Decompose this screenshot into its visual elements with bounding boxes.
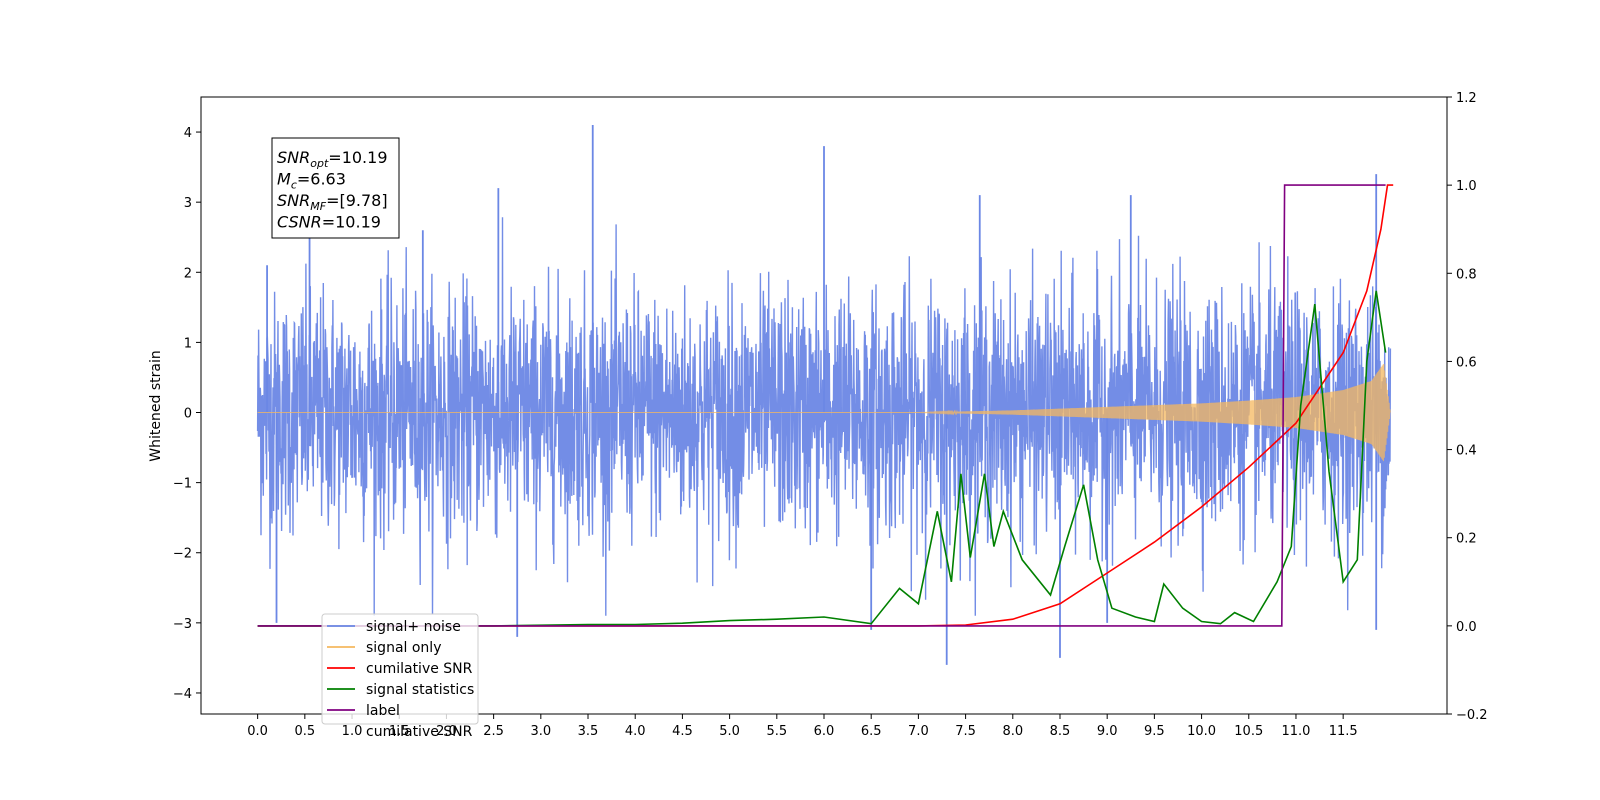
series-signal-statistics-line bbox=[257, 290, 1387, 627]
info-line: SNRMF=[9.78] bbox=[277, 191, 388, 213]
x-tick-label: 4.5 bbox=[672, 724, 693, 739]
x-tick-label: 0.5 bbox=[294, 724, 315, 739]
y-right-tick-label: −0.2 bbox=[1456, 708, 1488, 723]
info-line: SNRopt=10.19 bbox=[277, 148, 388, 170]
x-axis: 0.0 0.5 1.0 1.5 2.0 2.5 3.0 3.5 4.0 4.5 5.0 5.5 6.0 6… bbox=[247, 714, 1358, 739]
y-right-tick-label: 0.6 bbox=[1456, 355, 1477, 370]
y-right-tick-label: 0.2 bbox=[1456, 532, 1477, 547]
x-tick-label: 3.5 bbox=[578, 724, 599, 739]
y-left-tick-label: 1 bbox=[184, 336, 192, 351]
y-axis-left: −4 −3 −2 −1 0 1 2 3 4 bbox=[173, 126, 201, 702]
x-tick-label: 3.0 bbox=[530, 724, 551, 739]
y-right-tick-label: 1.0 bbox=[1456, 179, 1477, 194]
legend-label: label bbox=[366, 703, 400, 719]
y-left-tick-label: 0 bbox=[184, 407, 192, 422]
x-tick-label: 10.0 bbox=[1187, 724, 1216, 739]
x-tick-label: 4.0 bbox=[625, 724, 646, 739]
x-tick-label: 8.5 bbox=[1050, 724, 1071, 739]
y-right-tick-label: 0.0 bbox=[1456, 620, 1477, 635]
series-signal-only-line bbox=[257, 363, 1391, 462]
legend-label: cumilative SNR bbox=[366, 661, 473, 677]
x-tick-label: 9.0 bbox=[1097, 724, 1118, 739]
x-tick-label: 1.0 bbox=[342, 724, 363, 739]
info-line: CSNR=10.19 bbox=[277, 213, 381, 232]
x-tick-label: 5.0 bbox=[719, 724, 740, 739]
x-tick-label: 6.0 bbox=[814, 724, 835, 739]
y-axis-left-label: Whitened strain bbox=[148, 350, 164, 461]
y-left-tick-label: −3 bbox=[173, 617, 192, 632]
y-axis-right: −0.2 0.0 0.2 0.4 0.6 0.8 1.0 1.2 bbox=[1447, 91, 1488, 723]
x-tick-label: 0.0 bbox=[247, 724, 268, 739]
x-tick-label: 6.5 bbox=[861, 724, 882, 739]
series-label-line bbox=[257, 184, 1386, 627]
y-left-tick-label: −2 bbox=[173, 547, 192, 562]
x-tick-label: 2.5 bbox=[483, 724, 504, 739]
series-cumulative-snr-line bbox=[257, 184, 1394, 627]
y-right-tick-label: 1.2 bbox=[1456, 91, 1477, 106]
info-line: Mc=6.63 bbox=[277, 170, 346, 192]
x-tick-label: 10.5 bbox=[1234, 724, 1263, 739]
x-tick-label: 8.0 bbox=[1002, 724, 1023, 739]
info-box-frame bbox=[271, 137, 400, 239]
y-left-tick-label: −1 bbox=[173, 477, 192, 492]
x-tick-label: 7.5 bbox=[955, 724, 976, 739]
y-left-tick-label: −4 bbox=[173, 687, 192, 702]
x-tick-label: 1.5 bbox=[389, 724, 410, 739]
x-tick-label: 7.0 bbox=[908, 724, 929, 739]
y-left-tick-label: 2 bbox=[184, 266, 192, 281]
legend: signal+ noise signal only cumilative SNR si… bbox=[321, 613, 479, 740]
y-left-tick-label: 3 bbox=[184, 196, 192, 211]
plot-area bbox=[256, 125, 1394, 665]
info-annotation-box: SNRopt=10.19Mc=6.63SNRMF=[9.78]CSNR=10.1… bbox=[271, 137, 400, 239]
legend-label: signal statistics bbox=[366, 682, 474, 698]
x-tick-label: 11.0 bbox=[1281, 724, 1310, 739]
legend-label: signal only bbox=[366, 640, 441, 656]
legend-frame bbox=[321, 613, 479, 725]
y-right-tick-label: 0.4 bbox=[1456, 444, 1477, 459]
y-left-tick-label: 4 bbox=[184, 126, 192, 141]
x-tick-label: 9.5 bbox=[1144, 724, 1165, 739]
x-tick-label: 5.5 bbox=[766, 724, 787, 739]
x-tick-label: 2.0 bbox=[436, 724, 457, 739]
legend-label: cumilative SNR bbox=[366, 724, 473, 740]
x-tick-label: 11.5 bbox=[1329, 724, 1358, 739]
legend-label: signal+ noise bbox=[366, 619, 461, 635]
y-right-tick-label: 0.8 bbox=[1456, 267, 1477, 282]
